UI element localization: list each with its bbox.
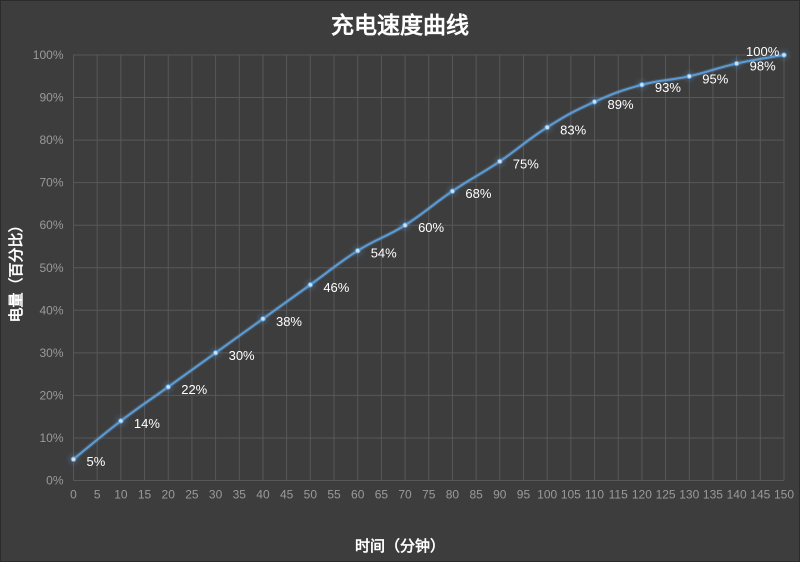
svg-text:22%: 22% xyxy=(181,382,207,397)
svg-text:90%: 90% xyxy=(39,91,63,105)
svg-text:0: 0 xyxy=(70,488,77,502)
svg-text:130: 130 xyxy=(679,488,699,502)
svg-text:55: 55 xyxy=(327,488,341,502)
svg-text:5%: 5% xyxy=(87,454,106,469)
svg-text:70: 70 xyxy=(398,488,412,502)
svg-text:115: 115 xyxy=(609,488,628,502)
svg-text:120: 120 xyxy=(632,488,652,502)
svg-text:20: 20 xyxy=(162,488,176,502)
svg-text:30%: 30% xyxy=(39,346,63,360)
svg-text:14%: 14% xyxy=(134,416,160,431)
svg-text:100: 100 xyxy=(537,488,557,502)
svg-text:135: 135 xyxy=(703,488,723,502)
svg-text:95: 95 xyxy=(517,488,531,502)
svg-text:70%: 70% xyxy=(39,176,63,190)
svg-text:75: 75 xyxy=(422,488,436,502)
svg-text:80%: 80% xyxy=(39,133,63,147)
svg-text:83%: 83% xyxy=(560,122,586,137)
svg-text:125: 125 xyxy=(656,488,676,502)
svg-text:89%: 89% xyxy=(608,97,634,112)
svg-text:100%: 100% xyxy=(746,44,780,59)
svg-text:93%: 93% xyxy=(655,80,681,95)
svg-text:145: 145 xyxy=(750,488,770,502)
svg-text:110: 110 xyxy=(585,488,604,502)
svg-text:5: 5 xyxy=(94,488,101,502)
svg-text:95%: 95% xyxy=(702,71,728,86)
svg-text:105: 105 xyxy=(561,488,581,502)
svg-text:40%: 40% xyxy=(39,303,63,317)
svg-text:20%: 20% xyxy=(39,388,63,402)
svg-text:68%: 68% xyxy=(465,186,491,201)
svg-text:75%: 75% xyxy=(513,156,539,171)
svg-text:100%: 100% xyxy=(33,48,64,62)
svg-text:46%: 46% xyxy=(323,280,349,295)
svg-text:0%: 0% xyxy=(46,474,64,488)
svg-text:25: 25 xyxy=(185,488,199,502)
svg-text:65: 65 xyxy=(375,488,389,502)
svg-text:54%: 54% xyxy=(371,246,397,261)
svg-text:80: 80 xyxy=(446,488,460,502)
svg-text:10%: 10% xyxy=(39,431,63,445)
svg-text:90: 90 xyxy=(493,488,507,502)
svg-text:10: 10 xyxy=(114,488,128,502)
svg-text:38%: 38% xyxy=(276,314,302,329)
svg-text:60: 60 xyxy=(351,488,365,502)
svg-text:98%: 98% xyxy=(750,59,776,74)
svg-text:85: 85 xyxy=(469,488,483,502)
svg-text:40: 40 xyxy=(256,488,270,502)
svg-text:140: 140 xyxy=(727,488,747,502)
svg-text:50: 50 xyxy=(304,488,318,502)
svg-text:60%: 60% xyxy=(39,218,63,232)
svg-text:30: 30 xyxy=(209,488,223,502)
svg-text:150: 150 xyxy=(774,488,794,502)
svg-text:30%: 30% xyxy=(229,348,255,363)
svg-text:45: 45 xyxy=(280,488,294,502)
svg-text:15: 15 xyxy=(138,488,152,502)
svg-text:35: 35 xyxy=(233,488,247,502)
svg-text:60%: 60% xyxy=(418,220,444,235)
svg-text:50%: 50% xyxy=(39,261,63,275)
